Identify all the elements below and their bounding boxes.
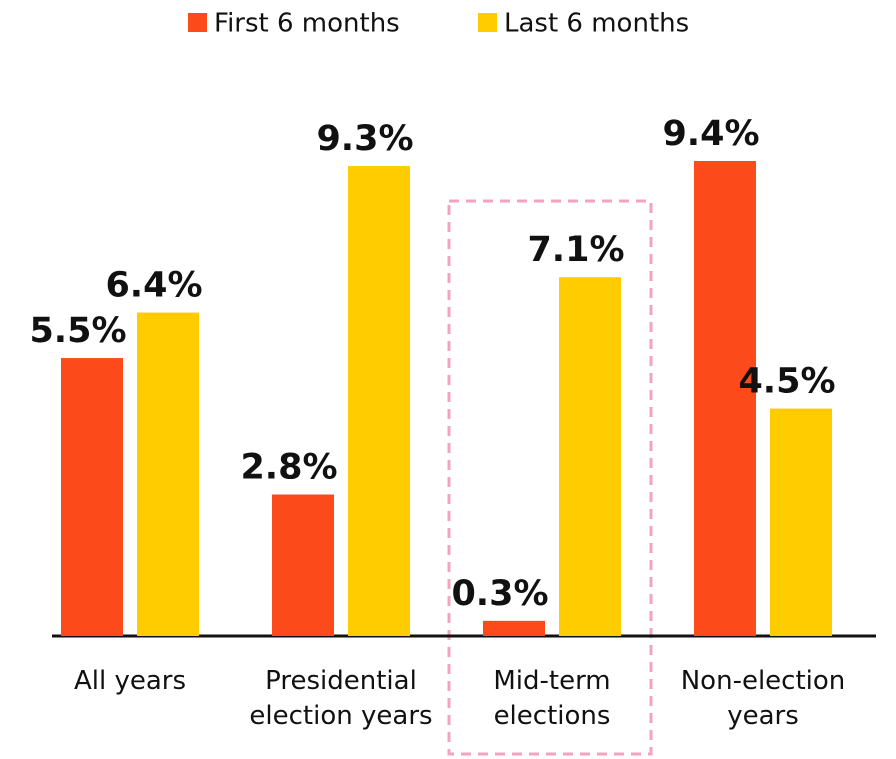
bar xyxy=(770,408,832,636)
bar xyxy=(694,161,756,636)
highlight-box xyxy=(447,199,653,756)
legend-label: Last 6 months xyxy=(504,9,689,39)
bar xyxy=(137,312,199,636)
value-label: 7.1% xyxy=(527,230,624,270)
legend-swatch xyxy=(478,13,497,32)
value-label: 4.5% xyxy=(738,362,835,402)
bar xyxy=(61,358,123,636)
bar xyxy=(272,494,334,636)
x-tick-label: Non-election years xyxy=(680,666,846,731)
x-tick-label: All years xyxy=(73,666,187,696)
bar xyxy=(559,277,621,636)
bar xyxy=(483,620,545,636)
value-label: 5.5% xyxy=(29,311,126,351)
value-label: 9.3% xyxy=(316,119,413,159)
value-label: 9.4% xyxy=(662,114,759,154)
legend-swatch xyxy=(188,13,207,32)
x-tick-label: Presidential election years xyxy=(249,666,433,731)
value-label: 2.8% xyxy=(240,448,337,488)
x-tick-label: Mid-term elections xyxy=(493,666,611,731)
bar xyxy=(348,166,410,636)
value-label: 0.3% xyxy=(451,574,548,614)
value-label: 6.4% xyxy=(105,266,202,306)
legend-label: First 6 months xyxy=(214,9,400,39)
